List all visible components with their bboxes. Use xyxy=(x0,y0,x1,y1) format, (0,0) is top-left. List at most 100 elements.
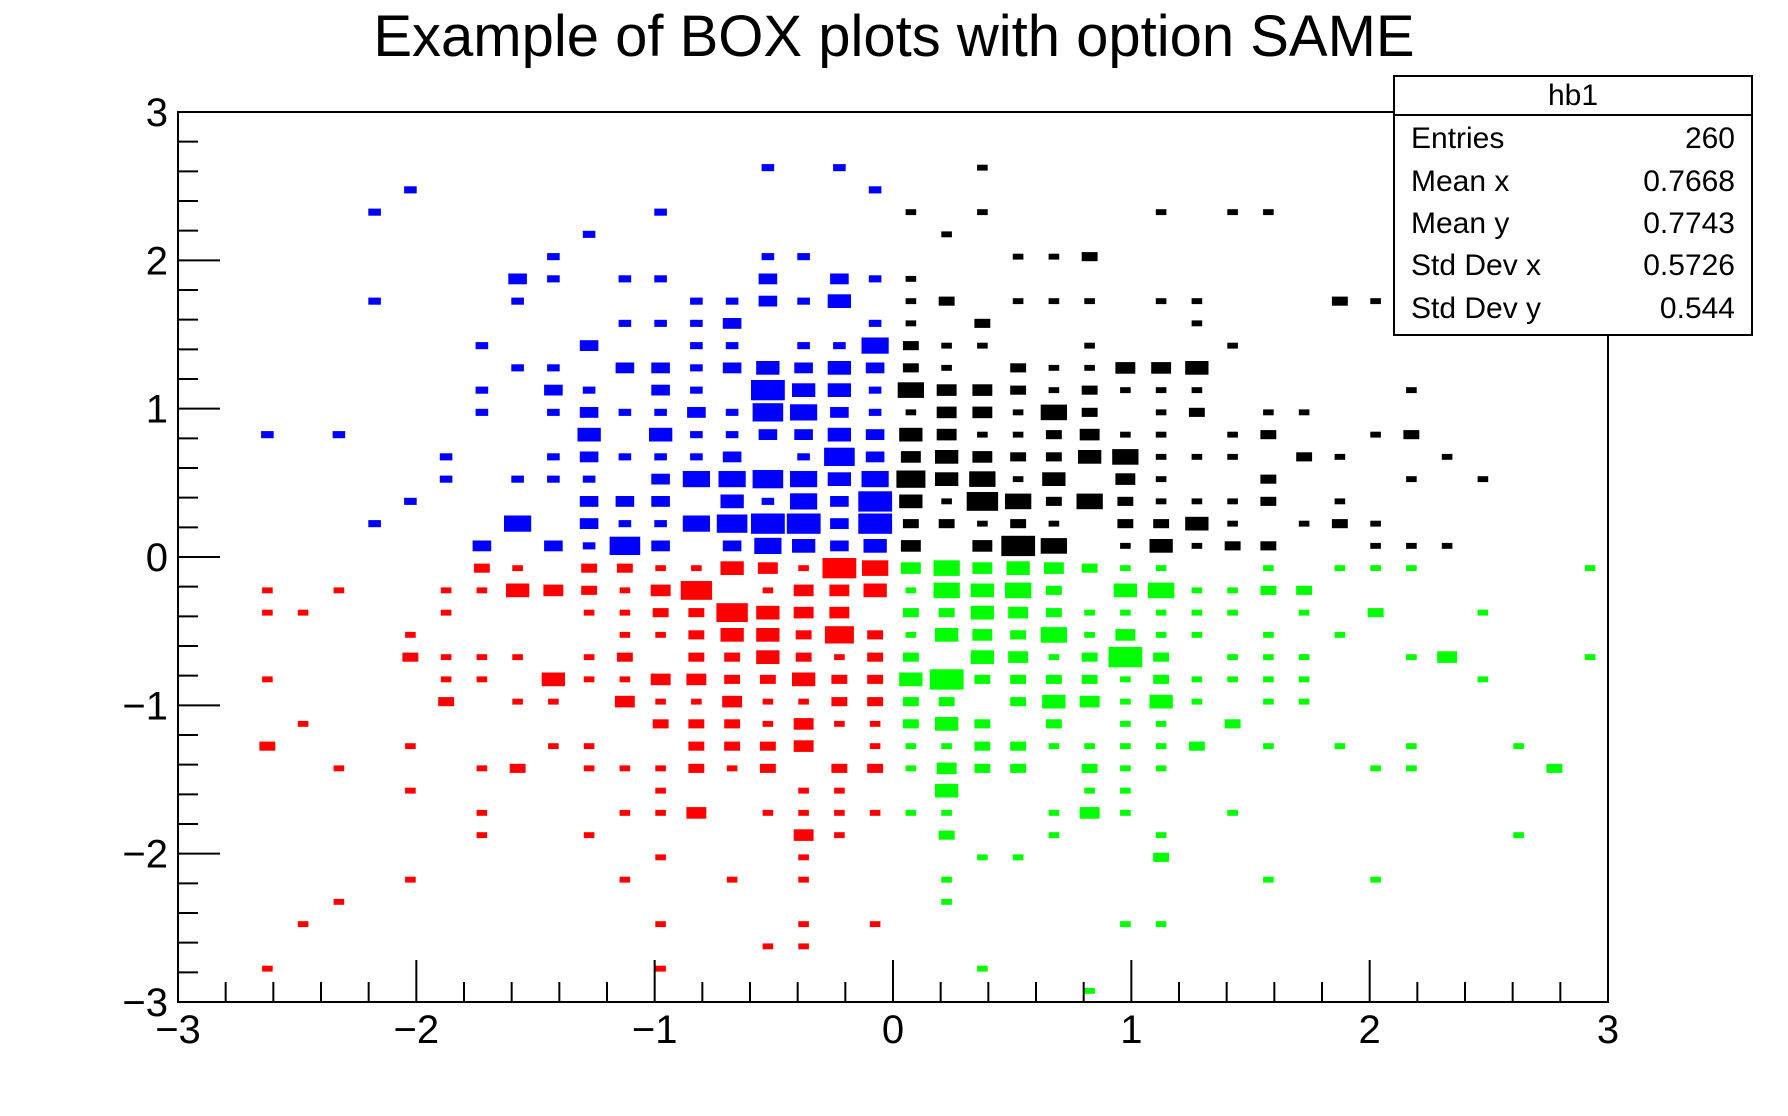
histogram-box-hb3 xyxy=(762,943,774,950)
histogram-box-hb2 xyxy=(690,431,703,439)
histogram-box-hb1 xyxy=(1406,387,1417,394)
histogram-box-hb4 xyxy=(1081,763,1098,773)
histogram-box-hb1 xyxy=(941,342,952,349)
histogram-box-hb1 xyxy=(974,318,991,328)
histogram-box-hb1 xyxy=(936,428,957,441)
histogram-box-hb3 xyxy=(680,581,713,600)
histogram-box-hb1 xyxy=(1045,496,1062,506)
histogram-box-hb3 xyxy=(762,698,774,705)
histogram-box-hb2 xyxy=(830,496,849,507)
histogram-box-hb3 xyxy=(757,562,778,574)
histogram-box-hb1 xyxy=(1406,542,1417,549)
histogram-box-hb3 xyxy=(867,763,884,773)
histogram-box-hb4 xyxy=(1155,832,1167,839)
histogram-box-hb3 xyxy=(829,584,850,597)
histogram-box-hb1 xyxy=(941,498,952,505)
histogram-box-hb1 xyxy=(1403,430,1420,440)
histogram-box-hb1 xyxy=(905,409,917,416)
histogram-box-hb2 xyxy=(725,408,739,416)
histogram-box-hb2 xyxy=(609,536,641,555)
histogram-box-hb2 xyxy=(618,453,632,461)
histogram-box-hb3 xyxy=(762,720,774,727)
histogram-box-hb2 xyxy=(790,493,818,510)
histogram-box-hb4 xyxy=(974,741,991,751)
histogram-box-hb3 xyxy=(614,695,635,708)
histogram-box-hb1 xyxy=(1010,363,1027,373)
histogram-box-hb4 xyxy=(899,672,923,687)
histogram-box-hb4 xyxy=(1406,565,1417,572)
histogram-box-hb3 xyxy=(583,654,595,661)
histogram-box-hb2 xyxy=(618,275,632,283)
histogram-box-hb4 xyxy=(1477,676,1489,683)
histogram-box-hb3 xyxy=(655,631,666,638)
histogram-box-hb4 xyxy=(1224,719,1241,729)
histogram-box-hb1 xyxy=(1155,409,1167,416)
histogram-box-hb4 xyxy=(1120,676,1131,683)
histogram-box-hb2 xyxy=(725,431,739,439)
histogram-box-hb3 xyxy=(862,560,889,576)
histogram-box-hb4 xyxy=(977,965,988,972)
histogram-box-hb3 xyxy=(869,921,881,928)
histogram-box-hb4 xyxy=(1263,676,1274,683)
histogram-box-hb3 xyxy=(831,697,848,707)
histogram-box-hb3 xyxy=(405,631,416,638)
histogram-box-hb1 xyxy=(1012,253,1024,260)
histogram-box-hb1 xyxy=(1191,542,1203,549)
histogram-box-hb1 xyxy=(1081,407,1098,417)
histogram-box-hb1 xyxy=(977,164,988,171)
histogram-box-hb3 xyxy=(798,943,809,950)
histogram-box-hb3 xyxy=(405,876,416,883)
histogram-box-hb4 xyxy=(1008,651,1029,663)
histogram-box-hb2 xyxy=(833,164,846,172)
histogram-box-hb4 xyxy=(1334,631,1346,638)
histogram-box-hb3 xyxy=(688,741,705,751)
histogram-box-hb2 xyxy=(579,518,599,529)
histogram-box-hb3 xyxy=(655,854,666,861)
histogram-box-hb3 xyxy=(716,603,748,622)
histogram-box-hb3 xyxy=(863,583,887,598)
histogram-box-hb4 xyxy=(1081,674,1098,684)
histogram-box-hb2 xyxy=(547,364,560,372)
histogram-box-hb2 xyxy=(722,540,742,552)
y-axis-label: −3 xyxy=(122,981,168,1025)
histogram-box-hb4 xyxy=(1115,629,1136,641)
histogram-box-hb3 xyxy=(583,609,595,616)
histogram-box-hb3 xyxy=(512,698,523,705)
histogram-box-hb1 xyxy=(1084,298,1095,305)
histogram-box-hb1 xyxy=(1155,209,1167,216)
histogram-box-hb3 xyxy=(541,672,565,687)
histogram-box-hb3 xyxy=(867,652,884,662)
histogram-box-hb4 xyxy=(970,583,994,598)
histogram-box-hb4 xyxy=(1227,676,1238,683)
histogram-box-hb1 xyxy=(972,451,993,463)
stat-value-std-dev-x: 0.5726 xyxy=(1643,249,1735,283)
histogram-box-hb2 xyxy=(368,297,381,305)
histogram-box-hb3 xyxy=(867,697,884,707)
histogram-box-hb2 xyxy=(824,447,855,466)
histogram-box-hb2 xyxy=(582,386,596,394)
histogram-box-hb2 xyxy=(790,471,818,488)
histogram-box-hb2 xyxy=(654,319,667,327)
histogram-box-hb4 xyxy=(1191,631,1203,638)
histogram-box-hb3 xyxy=(405,743,416,750)
histogram-box-hb2 xyxy=(682,515,710,532)
histogram-box-hb1 xyxy=(1012,431,1024,438)
histogram-box-hb3 xyxy=(793,606,814,619)
histogram-box-hb3 xyxy=(688,630,705,640)
histogram-box-hb1 xyxy=(1120,542,1131,549)
histogram-box-hb2 xyxy=(690,342,703,350)
histogram-box-hb4 xyxy=(1010,630,1027,640)
histogram-box-hb3 xyxy=(440,654,452,661)
histogram-box-hb2 xyxy=(858,491,893,512)
histogram-box-hb3 xyxy=(869,809,881,816)
histogram-box-hb4 xyxy=(1113,583,1137,598)
histogram-box-hb2 xyxy=(615,496,635,507)
plot-title: Example of BOX plots with option SAME xyxy=(373,4,1415,69)
histogram-box-hb2 xyxy=(722,362,742,374)
histogram-box-hb1 xyxy=(966,492,999,511)
stats-box-title: hb1 xyxy=(1395,77,1751,116)
histogram-box-hb3 xyxy=(619,809,631,816)
histogram-box-hb3 xyxy=(619,631,631,638)
histogram-box-hb1 xyxy=(1005,493,1032,510)
histogram-box-hb4 xyxy=(1298,676,1310,683)
